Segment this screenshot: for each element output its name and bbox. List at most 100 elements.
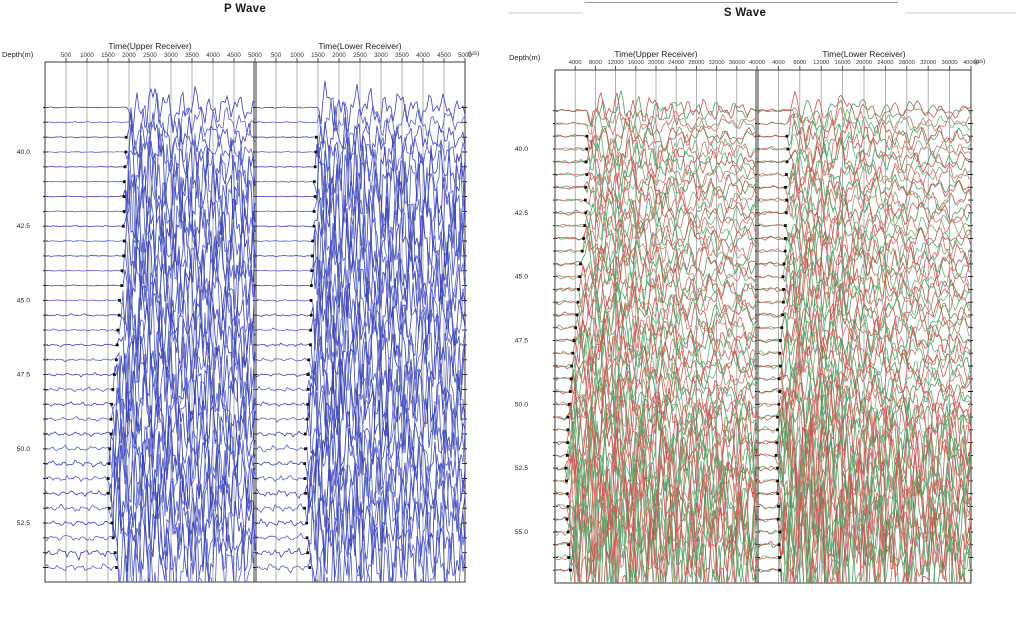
first-arrival-pick bbox=[124, 135, 128, 139]
time-tick-label: 24000 bbox=[877, 60, 893, 66]
waveform-trace-p bbox=[254, 175, 465, 299]
p-lower-receiver-axis-title: Time(Lower Receiver) bbox=[318, 41, 402, 51]
waveform-trace-s-component-2 bbox=[555, 106, 758, 137]
first-arrival-pick bbox=[117, 313, 121, 317]
first-arrival-pick bbox=[572, 339, 576, 342]
waveform-trace-s-component-1 bbox=[555, 159, 758, 214]
time-tick-label: 2000 bbox=[332, 52, 346, 59]
first-arrival-pick bbox=[571, 351, 575, 355]
first-arrival-pick bbox=[566, 505, 570, 508]
waveform-trace-s-component-1 bbox=[756, 381, 971, 452]
waveform-trace-s-component-1 bbox=[555, 302, 758, 377]
first-arrival-pick bbox=[565, 492, 569, 496]
first-arrival-pick bbox=[304, 491, 308, 495]
waveform-trace-s-component-2 bbox=[555, 90, 758, 130]
first-arrival-pick bbox=[123, 165, 127, 169]
first-arrival-pick bbox=[774, 454, 778, 457]
first-arrival-pick bbox=[303, 432, 307, 436]
time-tick-label: 2500 bbox=[353, 52, 367, 59]
waveform-trace-s-component-2 bbox=[756, 303, 971, 371]
axis-tick-marks bbox=[574, 66, 972, 70]
waveform-trace-s-component-2 bbox=[756, 260, 971, 315]
first-arrival-pick bbox=[122, 210, 126, 213]
waveform-trace-s-component-2 bbox=[756, 494, 971, 583]
waveform-trace-p bbox=[254, 260, 465, 367]
waveform-trace-p bbox=[45, 122, 256, 206]
time-tick-label: 16000 bbox=[835, 60, 851, 66]
first-arrival-pick bbox=[121, 224, 125, 228]
time-tick-label: 12000 bbox=[608, 60, 624, 66]
waveform-trace-p bbox=[45, 273, 256, 382]
first-arrival-pick bbox=[310, 284, 313, 287]
time-tick-label: 3000 bbox=[164, 52, 178, 59]
time-tick-label: 4500 bbox=[227, 52, 241, 59]
first-arrival-pick bbox=[781, 275, 785, 279]
waveform-trace-p bbox=[254, 497, 465, 582]
waveform-trace-s-component-1 bbox=[756, 90, 971, 126]
time-tick-label: 36000 bbox=[942, 60, 958, 66]
waveform-trace-s-component-1 bbox=[756, 196, 971, 251]
first-arrival-pick bbox=[785, 134, 789, 138]
first-arrival-pick bbox=[116, 328, 120, 332]
waveform-trace-s-component-1 bbox=[756, 106, 971, 142]
plot-frame bbox=[554, 69, 972, 584]
time-tick-label: 12000 bbox=[813, 60, 829, 66]
s-wave-title: S Wave bbox=[723, 7, 767, 19]
first-arrival-pick bbox=[778, 556, 781, 559]
waveform-trace-p bbox=[45, 122, 256, 180]
time-tick-label: 4000 bbox=[416, 52, 430, 59]
waveform-trace-p bbox=[255, 300, 465, 420]
first-arrival-pick bbox=[565, 454, 569, 457]
time-tick-label: 8000 bbox=[793, 60, 806, 66]
axis-tick-marks bbox=[65, 58, 466, 62]
waveform-trace-s-component-1 bbox=[555, 340, 758, 419]
waveform-trace-p bbox=[254, 359, 465, 481]
waveform-trace-s-component-2 bbox=[756, 366, 971, 429]
waveform-trace-s-component-1 bbox=[555, 107, 758, 140]
waveform-trace-p bbox=[254, 405, 465, 488]
waveform-trace-s-component-1 bbox=[756, 186, 971, 241]
waveform-trace-s-component-1 bbox=[555, 256, 758, 317]
waveform-trace-s-component-1 bbox=[756, 166, 971, 208]
first-arrival-pick bbox=[580, 249, 584, 253]
first-arrival-pick bbox=[107, 462, 111, 465]
plot-frame bbox=[44, 61, 466, 583]
depth-tick-label: 42.5 bbox=[17, 223, 30, 230]
first-arrival-pick bbox=[585, 134, 589, 138]
first-arrival-pick bbox=[120, 269, 124, 273]
depth-tick-label: 52.5 bbox=[17, 520, 30, 527]
waveform-trace-p bbox=[254, 527, 465, 582]
waveform-trace-s-component-1 bbox=[555, 505, 758, 583]
first-arrival-pick bbox=[305, 521, 309, 525]
waveform-trace-s-component-1 bbox=[555, 91, 758, 127]
first-arrival-pick bbox=[115, 343, 119, 347]
first-arrival-pick bbox=[569, 390, 572, 393]
first-arrival-pick bbox=[313, 165, 317, 169]
s-time-unit-label: (µs) bbox=[974, 58, 986, 65]
time-tick-label: 4500 bbox=[437, 52, 451, 59]
first-arrival-pick bbox=[122, 254, 126, 258]
p-time-unit-label: (µs) bbox=[468, 50, 480, 57]
waveform-trace-s-component-1 bbox=[555, 125, 758, 169]
first-arrival-pick bbox=[575, 313, 579, 317]
depth-tick-label: 45.0 bbox=[17, 297, 30, 304]
s-upper-receiver-axis-title: Time(Upper Receiver) bbox=[614, 49, 698, 59]
waveform-trace-p bbox=[45, 437, 256, 519]
first-arrival-pick bbox=[584, 160, 588, 164]
waveform-trace-s-component-2 bbox=[756, 99, 971, 131]
waveform-trace-s-component-1 bbox=[555, 394, 758, 476]
waveform-trace-p bbox=[255, 284, 465, 387]
first-arrival-pick bbox=[113, 551, 117, 555]
depth-tick-label: 40.0 bbox=[515, 146, 528, 153]
waveform-trace-s-component-2 bbox=[555, 273, 758, 334]
first-arrival-pick bbox=[566, 428, 570, 432]
waveform-trace-s-component-1 bbox=[555, 482, 758, 583]
waveform-trace-s-component-2 bbox=[756, 343, 971, 421]
first-arrival-pick bbox=[313, 195, 317, 198]
p-wave-title: P Wave bbox=[223, 3, 267, 15]
first-arrival-pick bbox=[785, 160, 789, 164]
first-arrival-pick bbox=[303, 477, 307, 480]
first-arrival-pick bbox=[583, 198, 587, 202]
waveform-trace-p bbox=[45, 145, 256, 250]
